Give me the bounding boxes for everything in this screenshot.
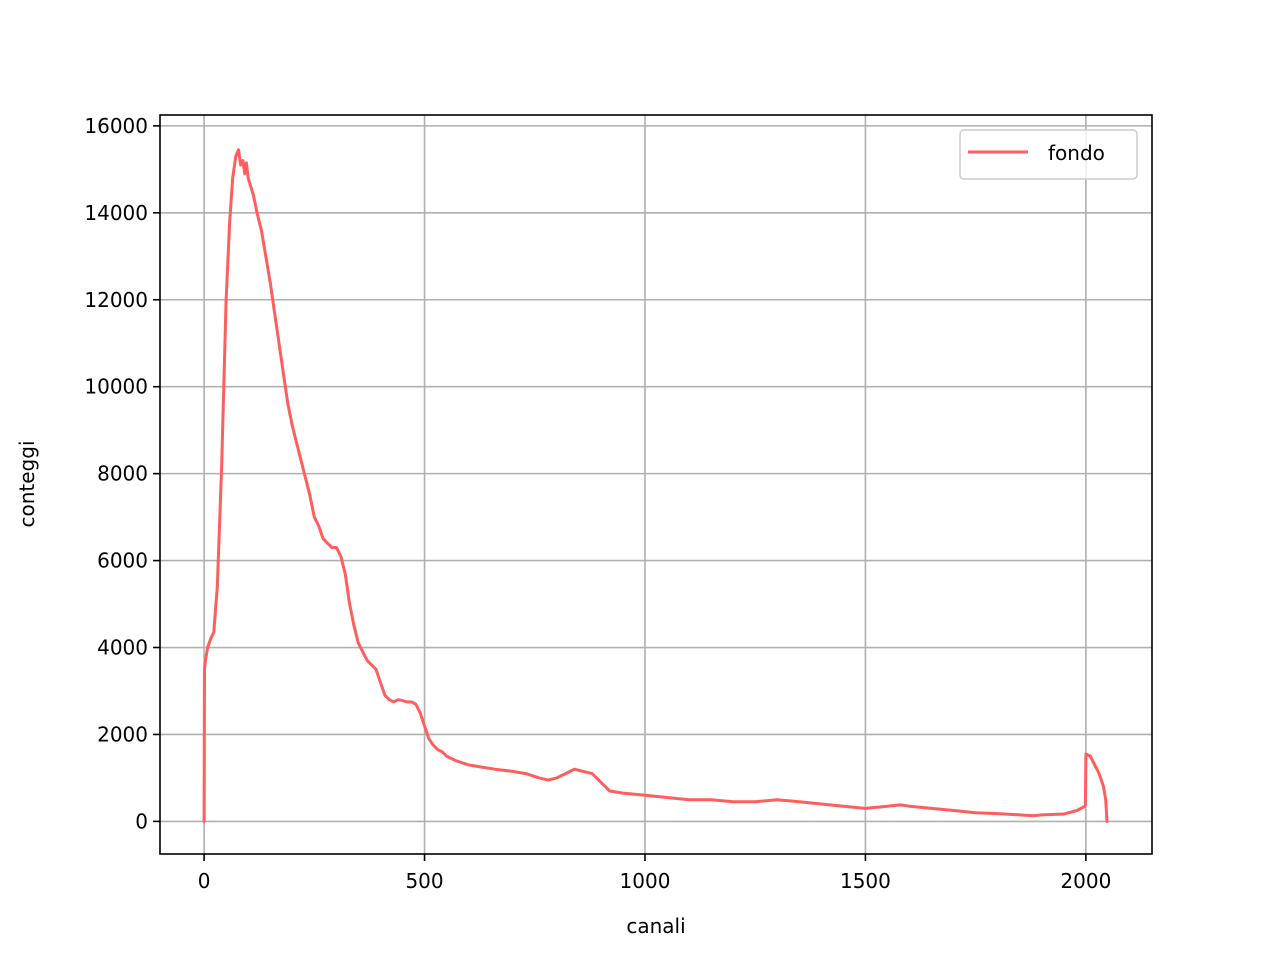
grid bbox=[160, 115, 1152, 854]
x-tick-label: 0 bbox=[198, 869, 211, 893]
y-tick-label: 8000 bbox=[97, 462, 148, 486]
y-axis-label: conteggi bbox=[15, 440, 39, 527]
x-axis-label: canali bbox=[626, 914, 685, 938]
ticks: 0 500 1000 1500 2000 0 2000 4000 6000 8000 10000 12… bbox=[84, 114, 1111, 893]
y-tick-label: 14000 bbox=[84, 201, 148, 225]
x-tick-label: 2000 bbox=[1060, 869, 1111, 893]
y-tick-label: 2000 bbox=[97, 722, 148, 746]
axes-frame bbox=[159, 114, 1153, 855]
y-tick-label: 12000 bbox=[84, 288, 148, 312]
series-line-fondo bbox=[202, 148, 1109, 823]
legend-box bbox=[959, 129, 1138, 180]
y-tick-label: 16000 bbox=[84, 114, 148, 138]
legend: fondo bbox=[959, 129, 1138, 180]
y-tick-label: 0 bbox=[135, 809, 148, 833]
x-tick-label: 1500 bbox=[840, 869, 891, 893]
legend-label-fondo: fondo bbox=[1048, 141, 1105, 165]
x-tick-label: 500 bbox=[405, 869, 443, 893]
y-tick-label: 4000 bbox=[97, 636, 148, 660]
y-tick-label: 10000 bbox=[84, 375, 148, 399]
series-layer bbox=[202, 148, 1109, 823]
x-tick-label: 1000 bbox=[620, 869, 671, 893]
y-tick-label: 6000 bbox=[97, 549, 148, 573]
